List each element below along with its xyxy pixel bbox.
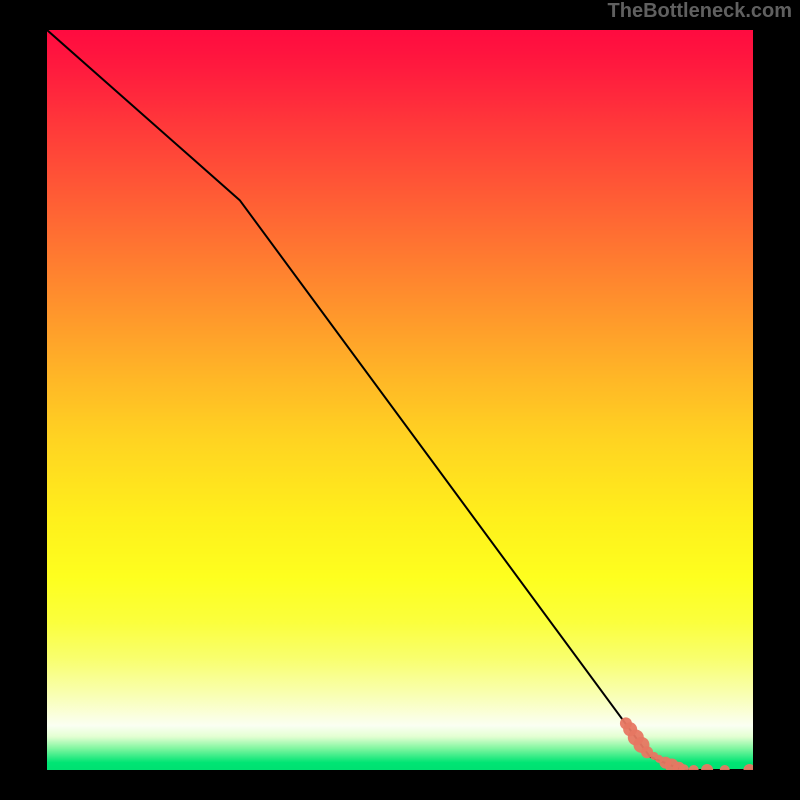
- data-marker: [689, 765, 699, 770]
- plot-area: [47, 30, 753, 770]
- data-marker: [701, 764, 713, 770]
- bottleneck-curve: [47, 30, 753, 770]
- data-marker: [743, 764, 753, 770]
- figure-stage: TheBottleneck.com: [0, 0, 800, 800]
- watermark-text: TheBottleneck.com: [608, 0, 792, 23]
- curve-layer: [47, 30, 753, 770]
- data-marker: [720, 765, 730, 770]
